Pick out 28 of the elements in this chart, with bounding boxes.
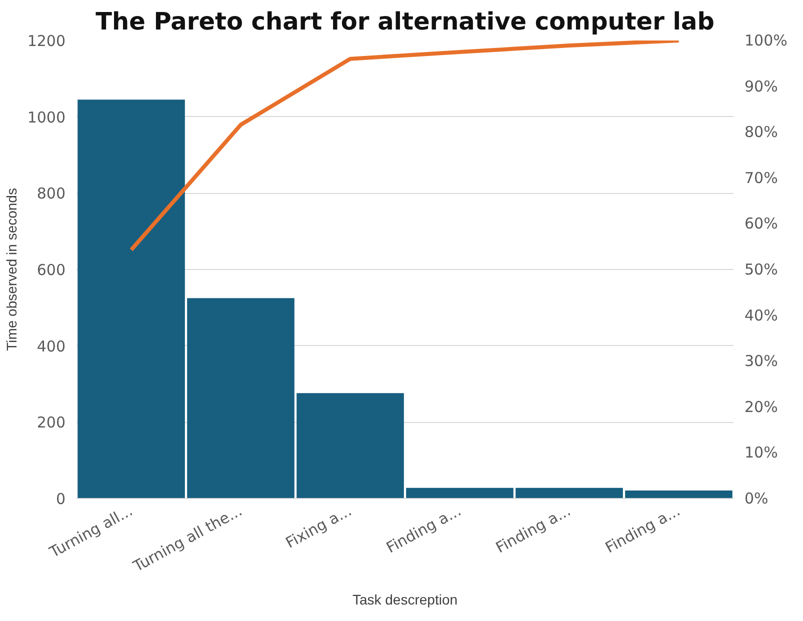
y2-tick-label: 70% — [744, 168, 778, 187]
y-tick-label: 800 — [36, 184, 66, 203]
y-tick-label: 200 — [36, 414, 66, 432]
bar — [406, 488, 514, 498]
line-series — [129, 40, 681, 252]
y-axis-title: Time observed in seconds — [3, 188, 20, 351]
chart-title: The Pareto chart for alternative computer lab — [96, 8, 714, 36]
bar — [625, 490, 732, 498]
bar — [78, 100, 185, 498]
bar — [187, 298, 294, 498]
y-tick-label: 1200 — [27, 32, 66, 50]
y2-tick-label: 30% — [744, 352, 778, 370]
y2-tick-label: 50% — [744, 260, 778, 278]
y-tick-label: 600 — [36, 261, 66, 279]
y-tick-label: 1000 — [27, 108, 66, 126]
bar — [296, 393, 404, 498]
y2-tick-label: 80% — [744, 123, 778, 142]
y2-tick-label: 100% — [744, 32, 788, 50]
y2-tick-label: 40% — [744, 306, 778, 324]
y2-tick-label: 20% — [744, 398, 778, 416]
x-axis-title: Task descreption — [352, 591, 458, 608]
y2-tick-label: 90% — [744, 77, 778, 96]
y2-tick-label: 0% — [744, 490, 768, 508]
bar — [516, 488, 623, 498]
y-tick-label: 400 — [36, 337, 66, 356]
y-tick-label: 0 — [56, 490, 66, 508]
y2-tick-label: 10% — [744, 444, 778, 462]
y2-tick-label: 60% — [744, 214, 778, 233]
